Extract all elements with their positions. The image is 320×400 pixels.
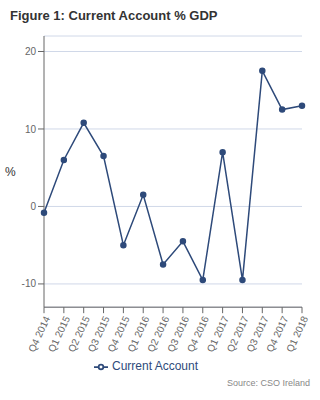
svg-text:Q4 2015: Q4 2015	[105, 314, 132, 354]
svg-text:Q2 2016: Q2 2016	[145, 314, 172, 354]
svg-text:Q4 2014: Q4 2014	[26, 314, 53, 354]
svg-text:Q3 2017: Q3 2017	[244, 314, 271, 354]
svg-text:Q3 2015: Q3 2015	[85, 314, 112, 354]
svg-text:Q2 2017: Q2 2017	[224, 314, 251, 354]
html-text:Source: CSO Ireland: Source: CSO Ireland	[227, 378, 310, 388]
svg-text:%: %	[8, 165, 16, 179]
svg-text:Q4 2016: Q4 2016	[184, 314, 211, 354]
svg-text:Q3 2016: Q3 2016	[165, 314, 192, 354]
svg-text:Q4 2017: Q4 2017	[264, 314, 291, 354]
svg-text:10: 10	[25, 124, 37, 135]
html-text:Figure 1: Current Account % GD: Figure 1: Current Account % GDP	[10, 8, 218, 23]
svg-text:Q1 2018: Q1 2018	[284, 314, 310, 354]
svg-text:Q2 2015: Q2 2015	[65, 314, 92, 354]
svg-text:20: 20	[25, 46, 37, 57]
svg-text:Q1 2015: Q1 2015	[45, 314, 73, 354]
svg-text:Q1 2017: Q1 2017	[204, 314, 231, 354]
html-text:Current Account: Current Account	[112, 359, 198, 374]
svg-text:-10: -10	[22, 278, 37, 289]
svg-text:0: 0	[30, 201, 36, 212]
svg-text:Q1 2016: Q1 2016	[125, 314, 152, 354]
